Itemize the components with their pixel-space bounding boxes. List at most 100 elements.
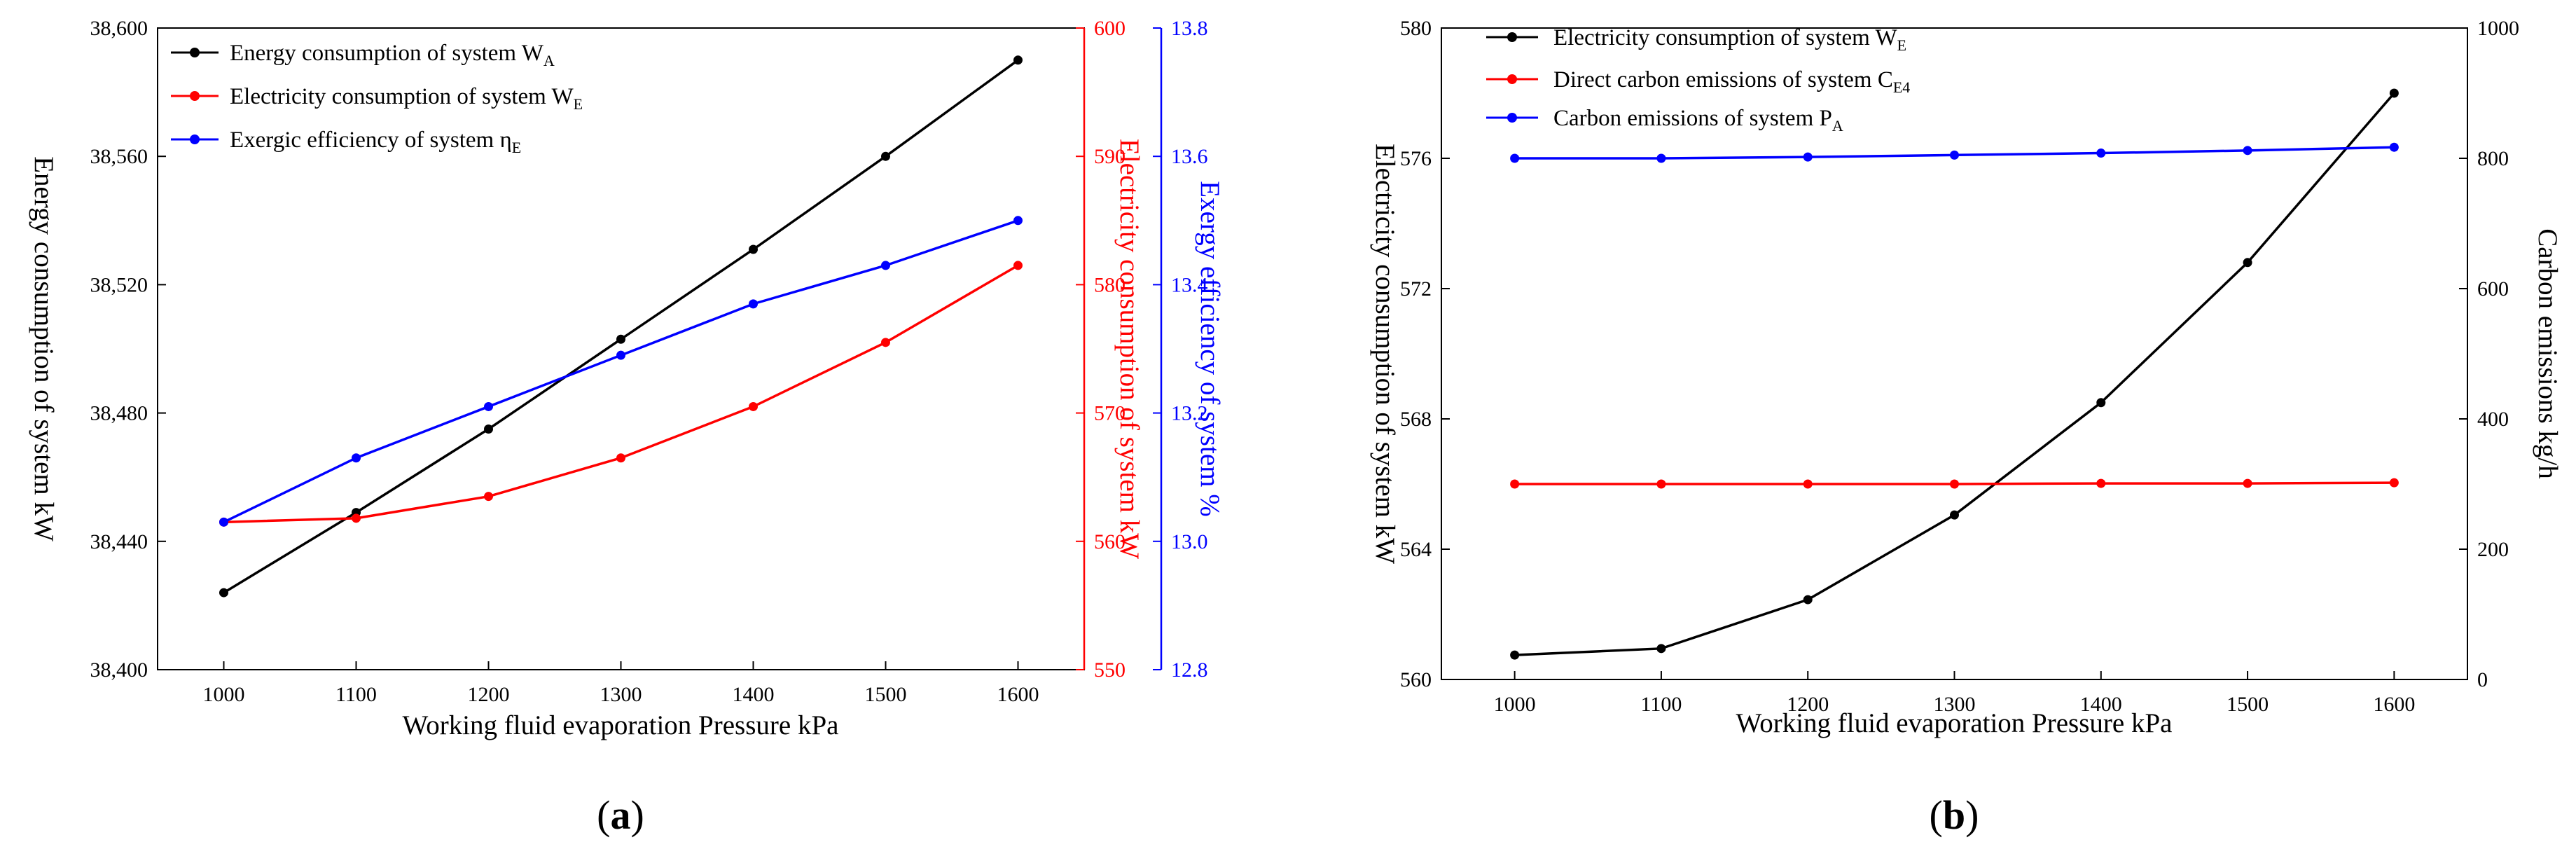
svg-text:Direct carbon emissions of sys: Direct carbon emissions of system CE4 <box>1553 67 1910 96</box>
y-axis-left-title-a: Energy consumption of system kW <box>29 156 59 541</box>
y-axis-left-title-b: Electricity consumption of system kW <box>1370 144 1400 564</box>
y-tick-label: 550 <box>1094 658 1126 682</box>
x-tick-label: 1100 <box>335 683 377 706</box>
svg-text:Carbon emissions of system PA: Carbon emissions of system PA <box>1553 106 1843 134</box>
data-point <box>1950 510 1959 520</box>
series-layer-b <box>1510 88 2399 660</box>
data-point <box>2096 478 2106 488</box>
data-point <box>2243 258 2252 268</box>
chart-panel-a: 1000 1100 1200 1300 1400 1500 1600 38,400 38,44… <box>29 17 1225 838</box>
y-tick-label: 1000 <box>2477 17 2519 40</box>
data-point <box>1803 479 1813 489</box>
y-tick-label: 38,600 <box>90 17 148 40</box>
legend-entry-direct-carbon: Direct carbon emissions of system CE4 <box>1486 67 1910 96</box>
legend-b: Electricity consumption of system WE Dir… <box>1486 25 1910 134</box>
x-tick-label: 1600 <box>997 683 1039 706</box>
y-axis-right2-a: 12.8 13.0 13.2 13.4 13.6 13.8 <box>1153 17 1208 682</box>
y-tick-label: 800 <box>2477 147 2509 170</box>
data-point <box>881 261 890 270</box>
data-point <box>1656 153 1666 163</box>
data-point <box>484 492 493 502</box>
x-tick-label: 1500 <box>865 683 907 706</box>
data-point <box>1510 479 1520 489</box>
legend-subscript: E <box>512 139 521 156</box>
series-layer-a <box>219 55 1023 598</box>
data-point <box>1656 644 1666 654</box>
legend-subscript: A <box>1832 117 1843 134</box>
data-point <box>616 334 625 344</box>
data-point <box>219 588 228 598</box>
x-tick-label: 1300 <box>1934 693 1976 716</box>
y-tick-label: 580 <box>1094 273 1126 296</box>
legend-subscript: E <box>1897 36 1906 54</box>
series-line-0 <box>1514 92 2395 656</box>
y-tick-label: 38,440 <box>90 530 148 553</box>
x-tick-label: 1100 <box>1640 693 1682 716</box>
data-point <box>1013 261 1023 270</box>
data-point <box>2243 146 2252 156</box>
x-tick-label: 1500 <box>2227 693 2269 716</box>
y-tick-label: 0 <box>2477 668 2488 691</box>
y-tick-label: 12.8 <box>1171 658 1208 682</box>
y-tick-label: 590 <box>1094 145 1126 168</box>
y-tick-label: 564 <box>1400 538 1432 561</box>
data-point <box>2096 149 2106 158</box>
data-point <box>1013 216 1023 226</box>
series-line-1 <box>223 264 1019 524</box>
data-point <box>2389 88 2399 98</box>
data-point <box>352 513 361 523</box>
x-tick-label: 1000 <box>203 683 245 706</box>
x-axis-a: 1000 1100 1200 1300 1400 1500 1600 <box>203 661 1039 706</box>
y-tick-label: 13.6 <box>1171 145 1208 168</box>
data-point <box>219 517 228 527</box>
x-tick-label: 1600 <box>2373 693 2415 716</box>
data-point <box>1013 55 1023 65</box>
y-tick-label: 13.8 <box>1171 17 1208 40</box>
y-tick-label: 38,400 <box>90 658 148 682</box>
data-point <box>484 424 493 434</box>
data-point <box>616 350 625 360</box>
y-tick-label: 568 <box>1400 408 1432 431</box>
y-tick-label: 580 <box>1400 17 1432 40</box>
legend-entry-electricity: Electricity consumption of system WE <box>171 84 583 113</box>
y-axis-right-title-b: Carbon emissions kg/h <box>2533 228 2563 479</box>
y-axis-right1-a: 550 560 570 580 590 600 <box>1076 17 1126 682</box>
panel-label-b: (b) <box>1930 792 1979 838</box>
y-tick-label: 38,520 <box>90 273 148 296</box>
legend-subscript: E <box>574 95 583 113</box>
legend-label: Direct carbon emissions of system C <box>1553 67 1893 92</box>
y-axis-right2-title-a: Exergy efficiency of system % <box>1195 181 1225 516</box>
svg-text:Energy consumption of system W: Energy consumption of system WA <box>230 41 555 69</box>
data-point <box>1950 479 1959 489</box>
x-tick-label: 1200 <box>468 683 510 706</box>
y-tick-label: 576 <box>1400 147 1432 170</box>
data-point <box>881 151 890 161</box>
y-axis-left-b: 560 564 568 572 576 580 <box>1400 17 1450 691</box>
legend-entry-carbon: Carbon emissions of system PA <box>1486 106 1843 134</box>
y-tick-label: 560 <box>1400 668 1432 691</box>
legend-label: Carbon emissions of system P <box>1553 106 1832 131</box>
data-point <box>2096 398 2106 408</box>
x-tick-label: 1400 <box>733 683 775 706</box>
svg-text:Electricity consumption of sys: Electricity consumption of system WE <box>230 84 583 113</box>
y-axis-left-a: 38,400 38,440 38,480 38,520 38,560 38,600 <box>90 17 166 682</box>
legend-entry-electricity-b: Electricity consumption of system WE <box>1486 25 1906 54</box>
y-tick-label: 400 <box>2477 408 2509 431</box>
y-tick-label: 600 <box>1094 17 1126 40</box>
legend-entry-energy: Energy consumption of system WA <box>171 41 555 69</box>
legend-label: Electricity consumption of system W <box>1553 25 1897 50</box>
legend-label: Energy consumption of system W <box>230 41 544 66</box>
x-tick-label: 1300 <box>600 683 642 706</box>
x-tick-label: 1000 <box>1494 693 1536 716</box>
x-tick-label: 1400 <box>2080 693 2122 716</box>
data-point <box>484 401 493 411</box>
data-point <box>749 401 758 411</box>
data-point <box>1950 150 1959 160</box>
x-axis-title-b: Working fluid evaporation Pressure kPa <box>1736 708 2173 738</box>
legend-subscript: E4 <box>1893 78 1910 96</box>
svg-text:Electricity consumption of sys: Electricity consumption of system WE <box>1553 25 1906 54</box>
legend-a: Energy consumption of system WA Electric… <box>171 41 583 156</box>
y-tick-label: 38,480 <box>90 402 148 425</box>
y-tick-label: 13.0 <box>1171 530 1208 553</box>
